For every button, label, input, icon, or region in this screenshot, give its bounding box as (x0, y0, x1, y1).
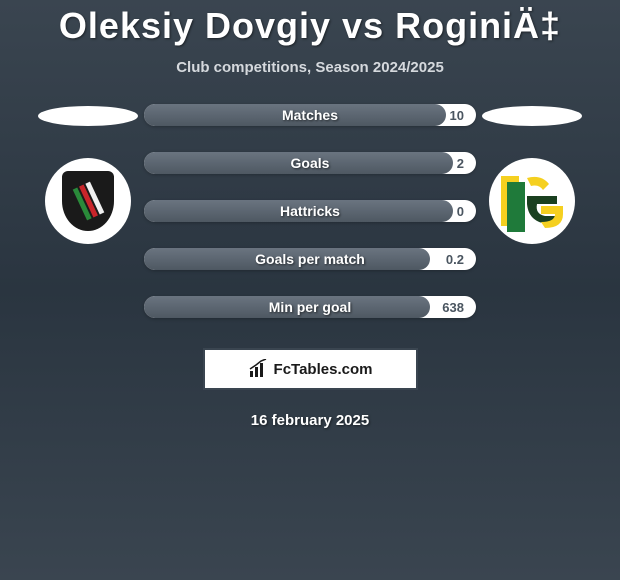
stat-label: Matches (144, 107, 476, 123)
watermark-text: FcTables.com (274, 361, 373, 378)
stat-value: 0.2 (446, 252, 464, 267)
right-team-badge (489, 158, 575, 244)
chart-icon (248, 359, 268, 379)
club-logo-icon (497, 166, 567, 236)
right-player-ellipse (482, 106, 582, 126)
left-player-col (36, 104, 140, 244)
stat-value: 10 (450, 108, 464, 123)
watermark: FcTables.com (203, 348, 418, 390)
stat-label: Min per goal (144, 299, 476, 315)
stat-bar: Goals2 (144, 152, 476, 174)
stat-bar: Matches10 (144, 104, 476, 126)
page-subtitle: Club competitions, Season 2024/2025 (0, 59, 620, 76)
stat-label: Goals (144, 155, 476, 171)
left-team-badge (45, 158, 131, 244)
stat-label: Goals per match (144, 251, 476, 267)
stat-bar: Min per goal638 (144, 296, 476, 318)
stat-bar: Hattricks0 (144, 200, 476, 222)
date-label: 16 february 2025 (0, 412, 620, 429)
page-title: Oleksiy Dovgiy vs RoginiÄ‡ (0, 5, 620, 47)
comparison-row: Matches10 Goals2 Hattricks0 Goals per match… (0, 104, 620, 318)
stat-value: 0 (457, 204, 464, 219)
stat-value: 638 (442, 300, 464, 315)
stat-bar: Goals per match0.2 (144, 248, 476, 270)
stat-value: 2 (457, 156, 464, 171)
right-player-col (480, 104, 584, 244)
left-player-ellipse (38, 106, 138, 126)
stat-label: Hattricks (144, 203, 476, 219)
stats-column: Matches10 Goals2 Hattricks0 Goals per match… (140, 104, 480, 318)
shield-icon (62, 171, 114, 231)
